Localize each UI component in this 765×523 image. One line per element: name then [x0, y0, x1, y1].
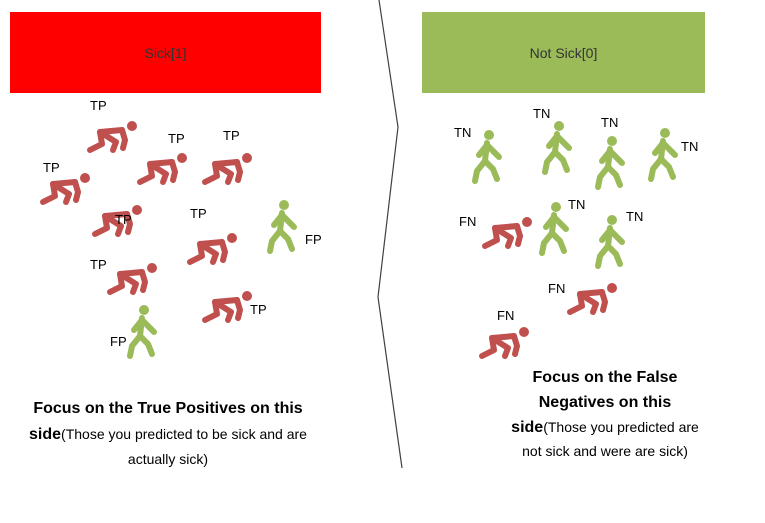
label-fn-right-7: FN — [548, 281, 565, 296]
person-head — [519, 327, 529, 337]
sick-person-icon — [567, 283, 617, 315]
person-head — [522, 217, 532, 227]
label-tp-left-5: TP — [190, 206, 207, 221]
label-tp-left-8: TP — [250, 302, 267, 317]
sick-class-box: Sick[1] — [10, 12, 321, 93]
label-tn-right-2: TN — [601, 115, 618, 130]
healthy-person-icon — [542, 121, 572, 175]
sick-person-icon — [202, 153, 252, 185]
right-caption-bold: Focus on the False Negatives on this sid… — [511, 369, 678, 436]
person-head — [139, 305, 149, 315]
left-caption-bold: Focus on the True Positives on this side — [29, 400, 303, 443]
healthy-person-icon — [648, 128, 678, 182]
divider-line — [377, 0, 403, 469]
sick-person-icon — [137, 153, 187, 185]
label-tn-right-3: TN — [681, 139, 698, 154]
right-caption: Focus on the False Negatives on this sid… — [500, 366, 710, 465]
not-sick-class-label: Not Sick[0] — [529, 44, 598, 61]
person-head — [554, 121, 564, 131]
sick-person-icon — [87, 121, 137, 153]
left-caption: Focus on the True Positives on this side… — [24, 396, 312, 473]
person-head — [551, 202, 561, 212]
label-tn-right-0: TN — [454, 125, 471, 140]
healthy-person-icon — [595, 136, 625, 190]
healthy-person-icon — [539, 202, 569, 256]
person-head — [177, 153, 187, 163]
people-layer: TP TP TP TP TP TP FP TP TP FP TN TN TN TN FN TN TN FN FN — [40, 98, 698, 359]
person-head — [227, 233, 237, 243]
sick-person-icon — [482, 217, 532, 249]
sick-person-icon — [479, 327, 529, 359]
label-tp-left-4: TP — [115, 212, 132, 227]
person-head — [279, 200, 289, 210]
right-caption-normal: (Those you predicted are not sick and we… — [522, 418, 699, 460]
sick-person-icon — [40, 173, 90, 205]
person-head — [607, 136, 617, 146]
sick-person-icon — [107, 263, 157, 295]
person-head — [607, 283, 617, 293]
label-tn-right-1: TN — [533, 106, 550, 121]
sick-class-label: Sick[1] — [144, 44, 187, 61]
label-fn-right-8: FN — [497, 308, 514, 323]
left-caption-normal: (Those you predicted to be sick and are … — [61, 425, 307, 468]
label-tn-right-6: TN — [626, 209, 643, 224]
sick-person-icon — [92, 205, 142, 237]
healthy-person-icon — [595, 215, 625, 269]
healthy-person-icon — [127, 305, 157, 359]
healthy-person-icon — [267, 200, 297, 254]
label-tp-left-7: TP — [90, 257, 107, 272]
label-tn-right-5: TN — [568, 197, 585, 212]
person-head — [132, 205, 142, 215]
label-tp-left-1: TP — [168, 131, 185, 146]
sick-person-icon — [202, 291, 252, 323]
person-head — [242, 153, 252, 163]
not-sick-class-box: Not Sick[0] — [422, 12, 705, 93]
healthy-person-icon — [472, 130, 502, 184]
label-tp-left-2: TP — [223, 128, 240, 143]
label-fn-right-4: FN — [459, 214, 476, 229]
person-head — [660, 128, 670, 138]
person-head — [484, 130, 494, 140]
label-tp-left-3: TP — [43, 160, 60, 175]
person-head — [607, 215, 617, 225]
label-fp-left-9: FP — [110, 334, 127, 349]
label-tp-left-0: TP — [90, 98, 107, 113]
person-head — [80, 173, 90, 183]
person-head — [147, 263, 157, 273]
person-head — [127, 121, 137, 131]
sick-person-icon — [187, 233, 237, 265]
person-head — [242, 291, 252, 301]
label-fp-left-6: FP — [305, 232, 322, 247]
